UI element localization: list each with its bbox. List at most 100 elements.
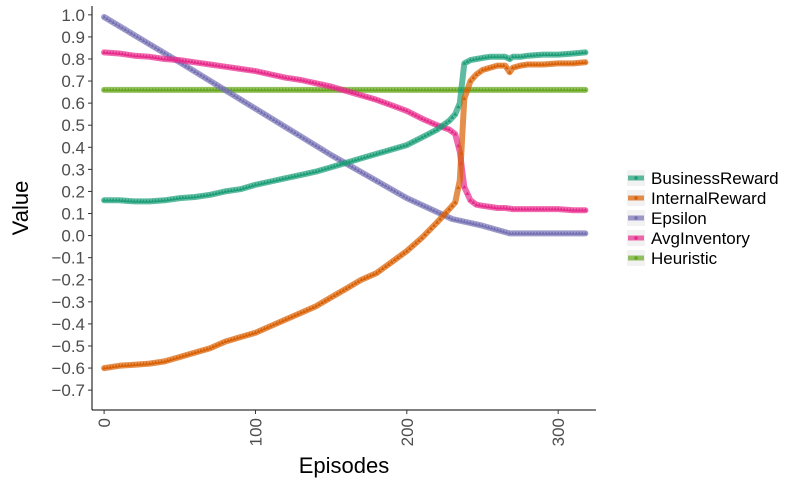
series-point — [401, 251, 406, 255]
y-axis-ticks: 1.0 0.9 0.8 0.7 0.6 0.5 0.4 0.3 0.2 0.1 0.0 −0.1 −0.… — [51, 6, 92, 400]
series-point — [141, 87, 146, 92]
series-point — [547, 87, 552, 92]
series-point — [447, 127, 452, 132]
series-point — [380, 266, 385, 271]
series-point — [574, 60, 579, 65]
series-point — [407, 246, 412, 250]
series-point — [383, 87, 388, 92]
series-point — [332, 293, 337, 298]
series-point — [223, 64, 228, 69]
series-point — [398, 144, 403, 149]
series-point — [205, 192, 210, 197]
series-point — [129, 31, 134, 35]
series-point — [404, 248, 409, 253]
series-point — [350, 90, 355, 95]
series-point — [489, 65, 494, 69]
series-point — [165, 52, 170, 57]
series-point — [111, 87, 116, 92]
series-point — [323, 298, 328, 303]
series-point — [323, 149, 328, 153]
series-point — [562, 87, 567, 92]
x-tick-label: 100 — [246, 418, 265, 446]
series-point — [268, 87, 273, 92]
series-point — [477, 70, 482, 74]
series-point — [419, 135, 424, 139]
series-point — [541, 62, 546, 66]
series-point — [211, 80, 216, 85]
series-point — [568, 61, 573, 65]
series-point — [501, 205, 506, 210]
series-point — [489, 204, 494, 209]
series-point — [368, 175, 373, 179]
series-point — [413, 113, 418, 117]
series-point — [274, 73, 279, 78]
series-point — [259, 327, 264, 332]
series-point — [214, 343, 219, 347]
series-point — [513, 231, 518, 235]
series-point — [559, 52, 564, 56]
series-point — [232, 336, 237, 341]
series-point — [486, 54, 491, 59]
series-point — [165, 57, 170, 61]
series-point — [541, 206, 546, 211]
series-point — [498, 228, 503, 233]
series-point — [241, 186, 246, 190]
series-point — [304, 171, 309, 175]
series-line — [101, 49, 589, 214]
series-point — [289, 87, 294, 92]
series-point — [301, 172, 306, 176]
series-point — [422, 117, 427, 122]
series-point — [320, 147, 325, 151]
series-point — [562, 61, 567, 65]
series-point — [338, 87, 343, 91]
series-point — [404, 87, 409, 92]
series-point — [189, 194, 194, 199]
series-point — [226, 338, 231, 343]
series-point — [138, 362, 143, 366]
series-point — [395, 190, 400, 195]
series-point — [368, 153, 373, 158]
series-point — [565, 61, 570, 65]
series-point — [262, 87, 267, 92]
series-point — [147, 87, 152, 92]
series-point — [153, 198, 158, 203]
series-point — [265, 71, 270, 76]
series-point — [550, 52, 555, 56]
series-point — [534, 62, 539, 66]
series-point — [571, 231, 576, 235]
series-point — [192, 87, 197, 92]
series-point — [525, 231, 530, 235]
series-point — [516, 206, 521, 211]
series-point — [114, 87, 119, 92]
series-point — [208, 345, 213, 350]
series-point — [410, 139, 415, 144]
series-point — [177, 87, 182, 92]
series-point — [111, 364, 116, 369]
series-point — [247, 184, 252, 188]
series-point — [480, 55, 485, 60]
series-point — [465, 220, 470, 224]
series-point — [565, 207, 570, 212]
series-point — [344, 160, 349, 165]
series-point — [483, 66, 488, 71]
series-point — [432, 208, 437, 213]
series-point — [314, 143, 318, 148]
series-point — [144, 199, 149, 203]
y-tick-label: 0.0 — [61, 227, 85, 246]
series-point — [120, 198, 125, 202]
series-point — [183, 58, 188, 63]
series-Epsilon — [101, 14, 589, 237]
series-point — [583, 231, 588, 235]
series-point — [259, 181, 264, 185]
series-point — [329, 84, 334, 88]
series-point — [534, 231, 539, 235]
series-point — [462, 219, 467, 224]
series-point — [211, 87, 216, 92]
series-point — [474, 56, 479, 61]
series-point — [486, 204, 491, 209]
series-point — [507, 231, 512, 235]
series-point — [195, 349, 200, 354]
series-point — [495, 63, 500, 68]
series-point — [241, 87, 246, 92]
series-point — [205, 87, 210, 92]
